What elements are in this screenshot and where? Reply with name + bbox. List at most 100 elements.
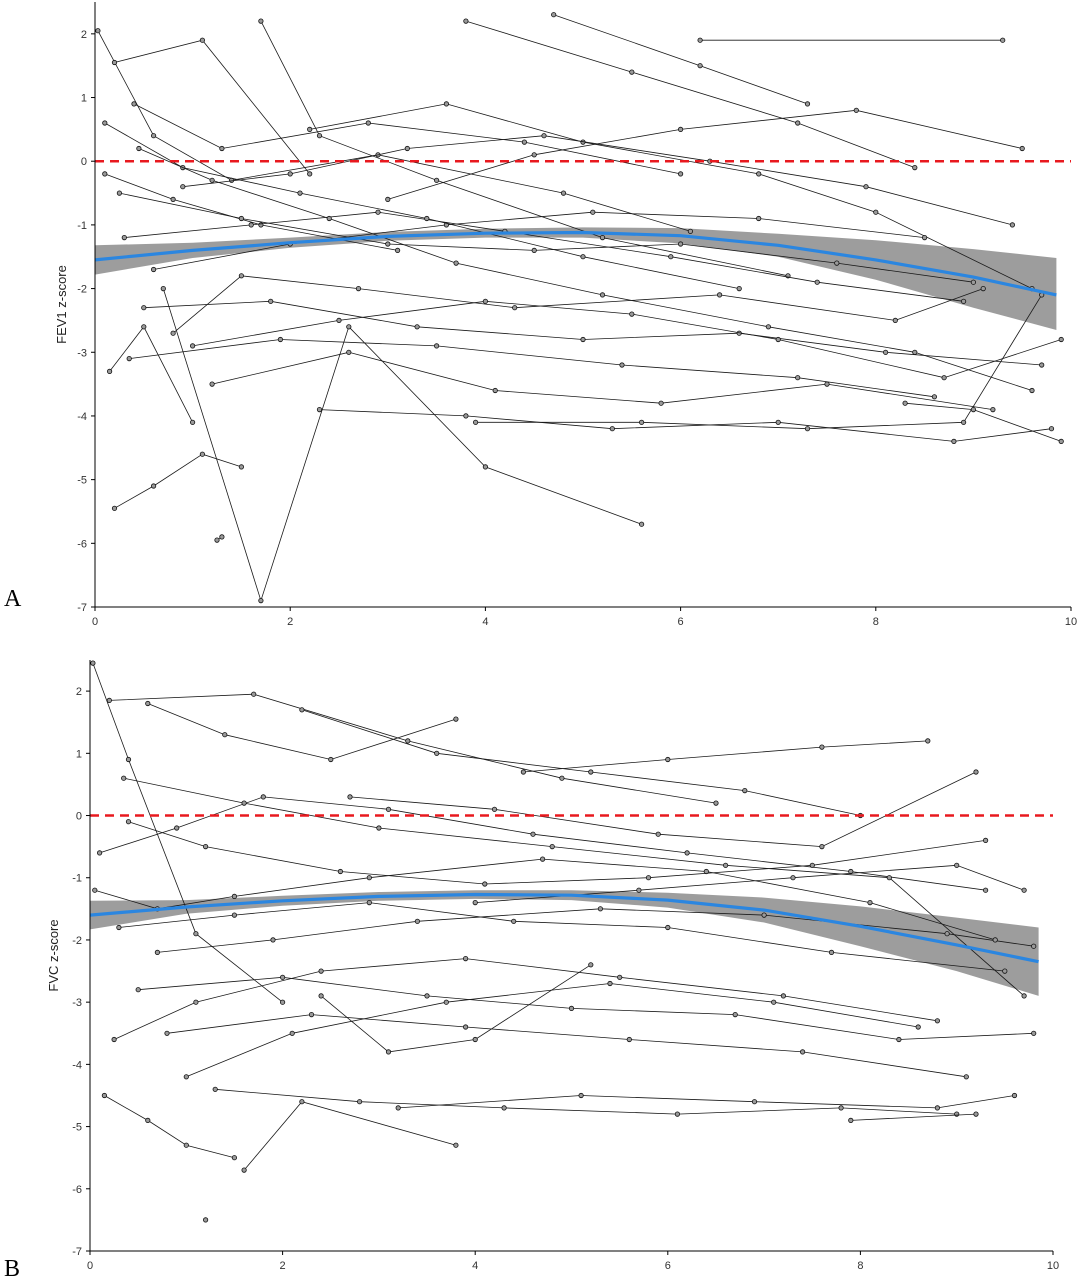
series-line — [104, 173, 398, 251]
data-point — [626, 1036, 632, 1043]
data-point — [248, 222, 254, 228]
series-14 — [209, 349, 996, 413]
series-line — [215, 1088, 957, 1115]
series-line — [243, 1101, 457, 1171]
data-point — [472, 1036, 478, 1043]
data-point — [1011, 1092, 1018, 1099]
data-point — [677, 126, 684, 132]
x-tick-label: 8 — [857, 1260, 863, 1272]
data-point — [970, 406, 977, 413]
x-tick-label: 2 — [287, 616, 293, 628]
data-point — [814, 279, 820, 285]
data-point — [434, 750, 440, 756]
data-point — [355, 285, 362, 292]
data-point — [190, 343, 196, 349]
data-point — [337, 868, 343, 875]
series-22 — [102, 120, 742, 292]
series-line — [166, 1014, 967, 1078]
series-line — [172, 275, 984, 334]
data-point — [921, 235, 928, 241]
data-point — [241, 800, 247, 806]
data-point — [222, 732, 228, 738]
series-16 — [111, 451, 244, 511]
data-point — [328, 756, 334, 763]
data-point — [336, 317, 342, 323]
panel-letter: A — [4, 586, 22, 612]
data-point — [636, 887, 642, 893]
data-point — [180, 184, 186, 190]
data-point — [751, 1099, 758, 1105]
data-point — [668, 254, 674, 260]
series-4 — [520, 738, 931, 775]
series-line — [109, 693, 717, 804]
data-point — [238, 273, 244, 279]
data-point — [443, 999, 449, 1005]
y-tick-label: -7 — [72, 1246, 82, 1258]
data-point — [828, 949, 835, 956]
data-point — [482, 298, 488, 304]
data-point — [375, 209, 381, 215]
data-point — [209, 381, 215, 387]
x-tick-label: 4 — [472, 1260, 478, 1272]
data-point — [882, 349, 889, 355]
data-point — [617, 974, 623, 980]
data-point — [551, 12, 557, 18]
series-5 — [97, 794, 989, 893]
data-point — [722, 862, 729, 868]
data-point — [453, 260, 459, 266]
series-20 — [190, 298, 1064, 381]
series-6 — [160, 285, 645, 604]
data-point — [1002, 968, 1008, 974]
data-point — [713, 800, 719, 806]
data-point — [170, 196, 176, 202]
series-line — [153, 211, 925, 270]
data-point — [102, 120, 108, 126]
data-point — [101, 1092, 108, 1099]
series-line — [320, 964, 592, 1053]
x-tick-label: 10 — [1047, 1260, 1059, 1272]
series-line — [133, 103, 681, 175]
series-line — [114, 453, 242, 509]
data-point — [193, 931, 199, 937]
series-8 — [101, 1092, 237, 1161]
data-point — [677, 241, 684, 247]
data-point — [599, 235, 606, 241]
series-18 — [116, 190, 977, 285]
series-line — [138, 148, 1033, 391]
data-point — [697, 37, 703, 43]
data-point — [111, 1036, 117, 1043]
data-point — [394, 247, 401, 253]
data-point — [960, 419, 967, 425]
data-point — [655, 831, 661, 837]
series-line — [553, 14, 808, 105]
data-point — [136, 145, 142, 152]
data-point — [135, 987, 141, 993]
series-6 — [116, 899, 1008, 974]
data-point — [925, 738, 931, 744]
data-point — [629, 311, 635, 317]
data-point — [703, 868, 709, 875]
data-point — [765, 324, 772, 330]
y-axis-title: FEV1 z-score — [54, 265, 69, 344]
data-point — [539, 856, 546, 862]
y-axis-title: FVC z-score — [46, 919, 61, 991]
series-line — [349, 771, 977, 848]
data-point — [982, 837, 989, 844]
data-point — [886, 875, 892, 881]
data-point — [960, 298, 967, 304]
data-point — [299, 1099, 305, 1105]
data-point — [531, 152, 537, 158]
series-line — [192, 300, 1062, 379]
series-7 — [551, 12, 811, 107]
data-point — [203, 1217, 209, 1223]
series-line — [905, 402, 1062, 442]
data-point — [902, 400, 908, 406]
data-point — [944, 931, 950, 937]
data-point — [896, 1036, 902, 1043]
series-line — [212, 351, 993, 410]
data-point — [588, 962, 594, 968]
series-line — [104, 122, 740, 289]
y-tick-label: 1 — [76, 748, 82, 760]
series-9 — [203, 1217, 209, 1223]
